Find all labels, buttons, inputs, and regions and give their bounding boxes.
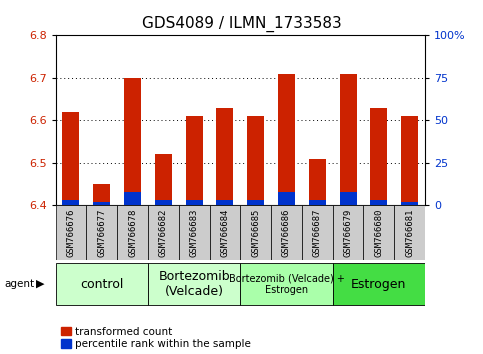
- Bar: [340, 74, 356, 205]
- Bar: [333, 205, 364, 260]
- Bar: [240, 263, 333, 305]
- Bar: [148, 263, 241, 305]
- Bar: [370, 200, 387, 205]
- Text: GSM766680: GSM766680: [374, 209, 384, 257]
- Text: GSM766681: GSM766681: [405, 209, 414, 257]
- Bar: [401, 202, 418, 205]
- Bar: [309, 200, 326, 205]
- Bar: [394, 205, 425, 260]
- Bar: [309, 159, 326, 205]
- Bar: [56, 263, 148, 305]
- Bar: [179, 205, 210, 260]
- Text: Bortezomib (Velcade) +
Estrogen: Bortezomib (Velcade) + Estrogen: [228, 273, 344, 295]
- Text: GSM766687: GSM766687: [313, 209, 322, 257]
- Text: GSM766679: GSM766679: [343, 209, 353, 257]
- Bar: [124, 78, 141, 205]
- Bar: [216, 108, 233, 205]
- Bar: [271, 205, 302, 260]
- Bar: [247, 116, 264, 205]
- Bar: [278, 74, 295, 205]
- Text: GSM766676: GSM766676: [67, 209, 75, 257]
- Text: Estrogen: Estrogen: [351, 278, 407, 291]
- Text: GDS4089 / ILMN_1733583: GDS4089 / ILMN_1733583: [142, 16, 341, 32]
- Text: GSM766683: GSM766683: [190, 209, 199, 257]
- Bar: [93, 202, 110, 205]
- Bar: [185, 116, 202, 205]
- Bar: [148, 205, 179, 260]
- Legend: transformed count, percentile rank within the sample: transformed count, percentile rank withi…: [61, 327, 251, 349]
- Bar: [155, 200, 172, 205]
- Bar: [62, 200, 79, 205]
- Bar: [247, 200, 264, 205]
- Text: Bortezomib
(Velcade): Bortezomib (Velcade): [158, 270, 230, 298]
- Bar: [117, 205, 148, 260]
- Bar: [302, 205, 333, 260]
- Text: GSM766685: GSM766685: [251, 209, 260, 257]
- Bar: [62, 112, 79, 205]
- Bar: [124, 192, 141, 205]
- Bar: [364, 205, 394, 260]
- Bar: [155, 154, 172, 205]
- Text: GSM766682: GSM766682: [159, 209, 168, 257]
- Text: GSM766686: GSM766686: [282, 209, 291, 257]
- Text: ▶: ▶: [36, 279, 45, 289]
- Bar: [240, 205, 271, 260]
- Text: control: control: [80, 278, 124, 291]
- Text: GSM766678: GSM766678: [128, 209, 137, 257]
- Bar: [278, 192, 295, 205]
- Text: GSM766677: GSM766677: [97, 209, 106, 257]
- Bar: [370, 108, 387, 205]
- Bar: [340, 192, 356, 205]
- Bar: [185, 200, 202, 205]
- Bar: [56, 205, 86, 260]
- Text: agent: agent: [5, 279, 35, 289]
- Bar: [216, 200, 233, 205]
- Bar: [93, 184, 110, 205]
- Bar: [333, 263, 425, 305]
- Bar: [210, 205, 240, 260]
- Text: GSM766684: GSM766684: [220, 209, 229, 257]
- Bar: [401, 116, 418, 205]
- Bar: [86, 205, 117, 260]
